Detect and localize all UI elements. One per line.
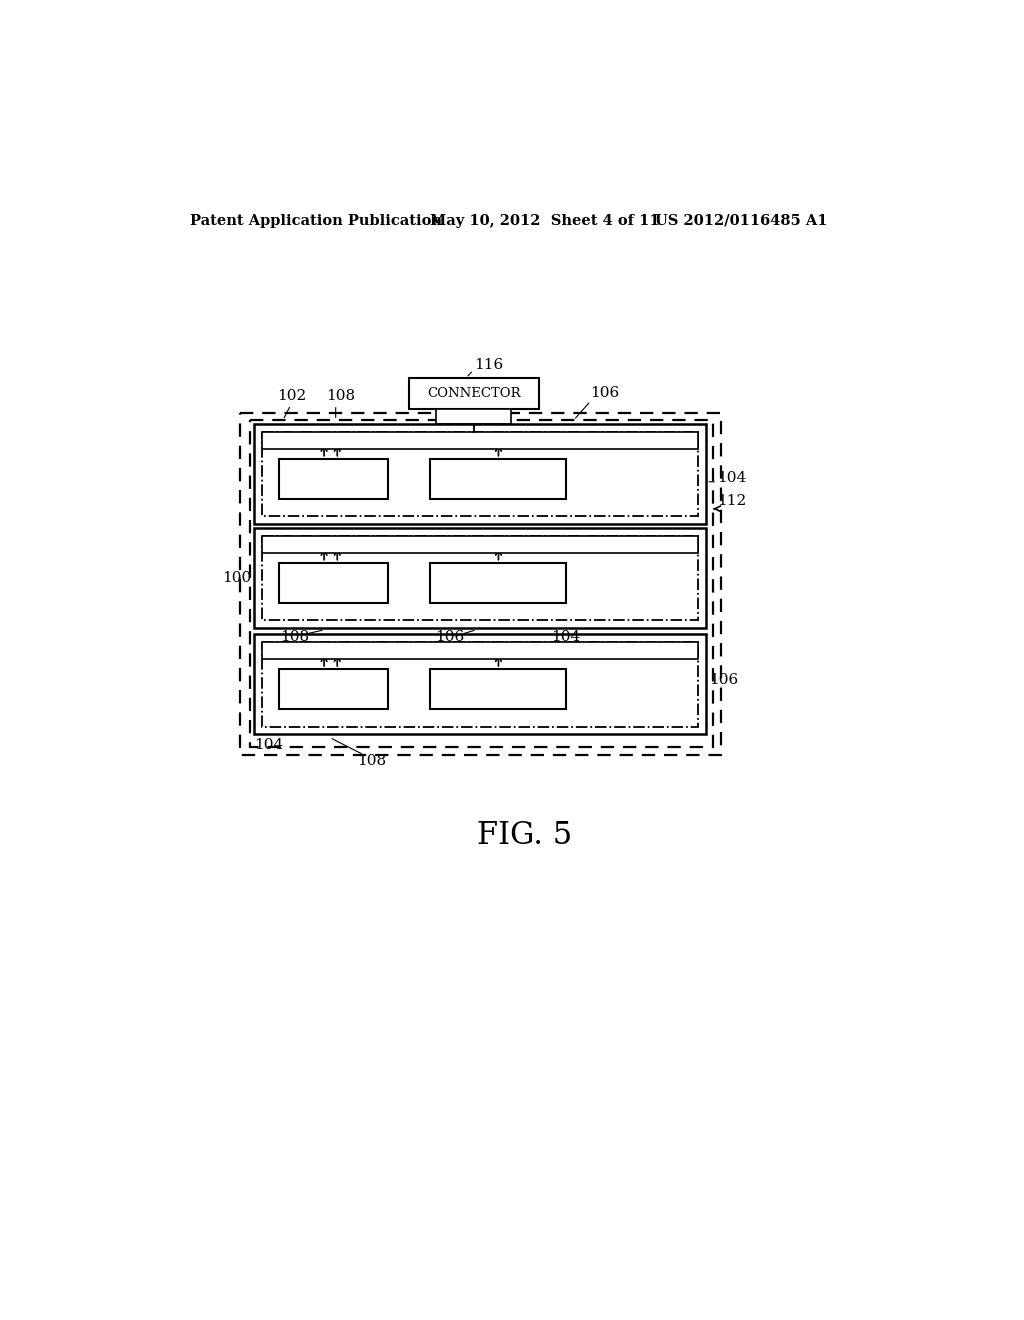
Text: CONNECTOR: CONNECTOR xyxy=(427,387,520,400)
Text: 108: 108 xyxy=(357,754,387,767)
Text: 104: 104 xyxy=(254,738,284,752)
Bar xyxy=(262,536,697,620)
Bar xyxy=(436,409,511,424)
Bar xyxy=(430,669,566,709)
Bar xyxy=(430,562,566,603)
Text: May 10, 2012  Sheet 4 of 11: May 10, 2012 Sheet 4 of 11 xyxy=(430,214,659,228)
Text: 102: 102 xyxy=(276,388,306,403)
Bar xyxy=(262,536,697,553)
Text: 108: 108 xyxy=(326,388,354,403)
Bar xyxy=(254,528,707,628)
Bar xyxy=(430,459,566,499)
Bar xyxy=(262,642,697,726)
Bar xyxy=(280,562,388,603)
Text: 100: 100 xyxy=(222,572,252,585)
Bar xyxy=(280,669,388,709)
Text: SENSOR: SENSOR xyxy=(303,473,364,486)
Text: SOURCE LIGHTS: SOURCE LIGHTS xyxy=(438,576,558,589)
Text: 106: 106 xyxy=(590,387,620,400)
Text: US 2012/0116485 A1: US 2012/0116485 A1 xyxy=(655,214,827,228)
Bar xyxy=(262,432,697,516)
Bar xyxy=(254,635,707,734)
Bar xyxy=(262,642,697,659)
Bar xyxy=(409,378,539,409)
Bar xyxy=(251,420,713,747)
Text: FIG. 5: FIG. 5 xyxy=(477,821,572,851)
Text: SENSOR: SENSOR xyxy=(303,576,364,589)
Bar xyxy=(262,432,697,449)
Text: 116: 116 xyxy=(474,358,504,372)
Text: SENSOR: SENSOR xyxy=(303,682,364,696)
Bar xyxy=(254,424,707,524)
Text: 106: 106 xyxy=(435,631,464,644)
Text: Patent Application Publication: Patent Application Publication xyxy=(190,214,442,228)
Text: 104: 104 xyxy=(551,631,581,644)
Text: 104: 104 xyxy=(717,471,746,484)
Bar xyxy=(241,412,721,755)
Text: SOURCE LIGHTS: SOURCE LIGHTS xyxy=(438,682,558,696)
Text: SOURCE LIGHTS: SOURCE LIGHTS xyxy=(438,473,558,486)
Text: 106: 106 xyxy=(710,673,738,688)
Text: 108: 108 xyxy=(280,631,309,644)
Text: 112: 112 xyxy=(717,494,746,508)
Bar xyxy=(280,459,388,499)
